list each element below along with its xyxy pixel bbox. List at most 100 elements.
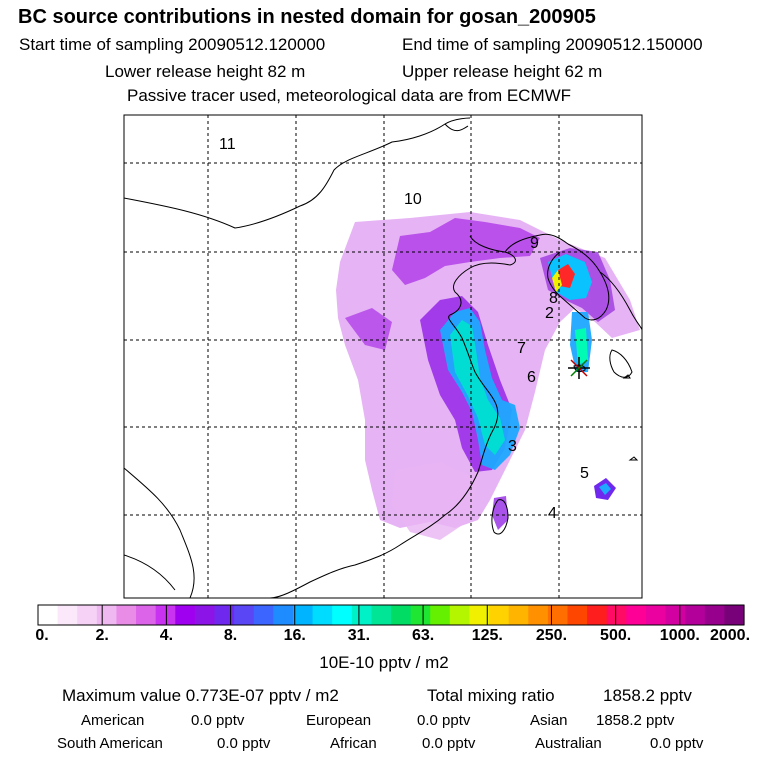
region-label-4: 4 — [548, 505, 557, 522]
coastline-bohai — [504, 233, 569, 253]
colorbar-tick-label: 250. — [535, 627, 568, 644]
american-value: 0.0 pptv — [191, 712, 245, 729]
colorbar-swatch — [312, 605, 333, 625]
hotspot-yellow — [552, 270, 562, 292]
colorbar-tick-label: 8. — [223, 627, 238, 644]
colorbar-swatch — [253, 605, 274, 625]
colorbar-swatch — [234, 605, 255, 625]
colorbar-swatch — [175, 605, 196, 625]
colorbar-swatch — [449, 605, 471, 625]
colorbar-swatch — [430, 605, 451, 625]
colorbar-swatch — [567, 605, 588, 625]
colorbar-swatch — [685, 605, 706, 625]
australian-label: Australian — [535, 735, 602, 752]
colorbar-swatch — [489, 605, 510, 625]
colorbar-swatch — [587, 605, 608, 625]
region-label-3: 3 — [508, 438, 517, 455]
colorbar-swatch — [194, 605, 216, 625]
coastline-interior-border-2 — [124, 554, 176, 591]
colorbar-swatch — [77, 605, 98, 625]
colorbar-swatch — [469, 605, 490, 625]
concentration-field — [336, 212, 640, 540]
coastlines — [124, 117, 642, 598]
plume-patch-southeast-core — [599, 483, 611, 495]
colorbar — [37, 604, 745, 626]
colorbar-swatch — [547, 605, 569, 625]
plume-mid-west — [345, 308, 392, 350]
colorbar-swatch — [606, 605, 627, 625]
coastline-northeast — [444, 123, 469, 132]
asian-value: 1858.2 pptv — [596, 712, 675, 729]
colorbar-swatch — [508, 605, 529, 625]
colorbar-units-label: 10E-10 pptv / m2 — [319, 653, 449, 672]
colorbar-swatch — [155, 605, 176, 625]
asian-label: Asian — [530, 712, 568, 729]
colorbar-tick-label: 16. — [283, 627, 306, 644]
colorbar-swatch — [351, 605, 372, 625]
colorbar-swatch — [391, 605, 412, 625]
start-time-label: Start time of sampling 20090512.120000 — [19, 35, 326, 54]
south-american-label: South American — [57, 735, 163, 752]
figure-title: BC source contributions in nested domain… — [18, 6, 596, 28]
coastline-china-main — [269, 235, 516, 598]
colorbar-swatch — [214, 605, 235, 625]
european-label: European — [306, 712, 372, 729]
south-american-value: 0.0 pptv — [217, 735, 271, 752]
map-frame — [123, 114, 643, 599]
lat-lon-grid — [124, 115, 642, 598]
colorbar-tick-label: 125. — [471, 627, 503, 644]
hotspot-red — [558, 264, 575, 288]
colorbar-swatch — [273, 605, 294, 625]
upper-release-height-label: Upper release height 62 m — [402, 62, 603, 81]
region-label-10: 10 — [404, 191, 422, 208]
coastline-japan-kyushu — [609, 349, 633, 378]
plume-low-south-patch — [392, 462, 478, 540]
tracer-info-label: Passive tracer used, meteorological data… — [127, 86, 572, 105]
lower-release-height-label: Lower release height 82 m — [105, 62, 306, 81]
total-mixing-ratio-value: 1858.2 pptv — [603, 686, 692, 705]
coastline-interior-river — [124, 467, 195, 598]
colorbar-swatch — [410, 605, 431, 625]
colorbar-swatch — [38, 605, 59, 625]
australian-value: 0.0 pptv — [650, 735, 704, 752]
colorbar-swatch — [371, 605, 392, 625]
region-label-9: 9 — [530, 235, 539, 252]
colorbar-tick-label: 63. — [411, 627, 435, 644]
colorbar-tick-label: 4. — [159, 627, 174, 644]
region-label-6: 6 — [527, 369, 536, 386]
colorbar-swatch — [332, 605, 353, 625]
colorbar-tick-label: 31. — [347, 627, 371, 644]
colorbar-swatch — [645, 605, 667, 625]
region-label-5: 5 — [580, 465, 589, 482]
colorbar-tick-label: 1000. — [659, 627, 700, 644]
colorbar-tick-label: 0. — [35, 627, 49, 644]
american-label: American — [81, 712, 145, 729]
colorbar-swatch — [626, 605, 647, 625]
region-label-8: 8 — [549, 290, 558, 307]
region-label-11: 11 — [219, 136, 236, 153]
coastline-korea-east — [599, 271, 642, 331]
colorbar-swatch — [116, 605, 137, 625]
plume-peak-coastal — [450, 320, 505, 455]
coastline-ryukyu-1 — [622, 374, 631, 379]
african-label: African — [330, 735, 377, 752]
colorbar-swatch — [724, 605, 745, 625]
colorbar-frame — [37, 604, 745, 626]
colorbar-tick-label: 2. — [95, 627, 109, 644]
coastline-mongolia-border — [124, 117, 471, 229]
colorbar-swatch — [528, 605, 549, 625]
colorbar-swatch — [292, 605, 314, 625]
max-value-label: Maximum value 0.773E-07 pptv / m2 — [62, 686, 339, 705]
region-label-7: 7 — [517, 340, 526, 357]
colorbar-swatch — [96, 605, 118, 625]
region-label-2: 2 — [545, 305, 554, 322]
colorbar-swatch — [136, 605, 157, 625]
colorbar-swatch — [704, 605, 725, 625]
plume-patch-taiwan-strait — [492, 496, 508, 530]
coastline-ryukyu-2 — [628, 456, 639, 461]
african-value: 0.0 pptv — [422, 735, 476, 752]
colorbar-tick-label: 500. — [600, 627, 632, 644]
end-time-label: End time of sampling 20090512.150000 — [402, 35, 703, 54]
colorbar-tick-label: 2000. — [709, 627, 751, 644]
